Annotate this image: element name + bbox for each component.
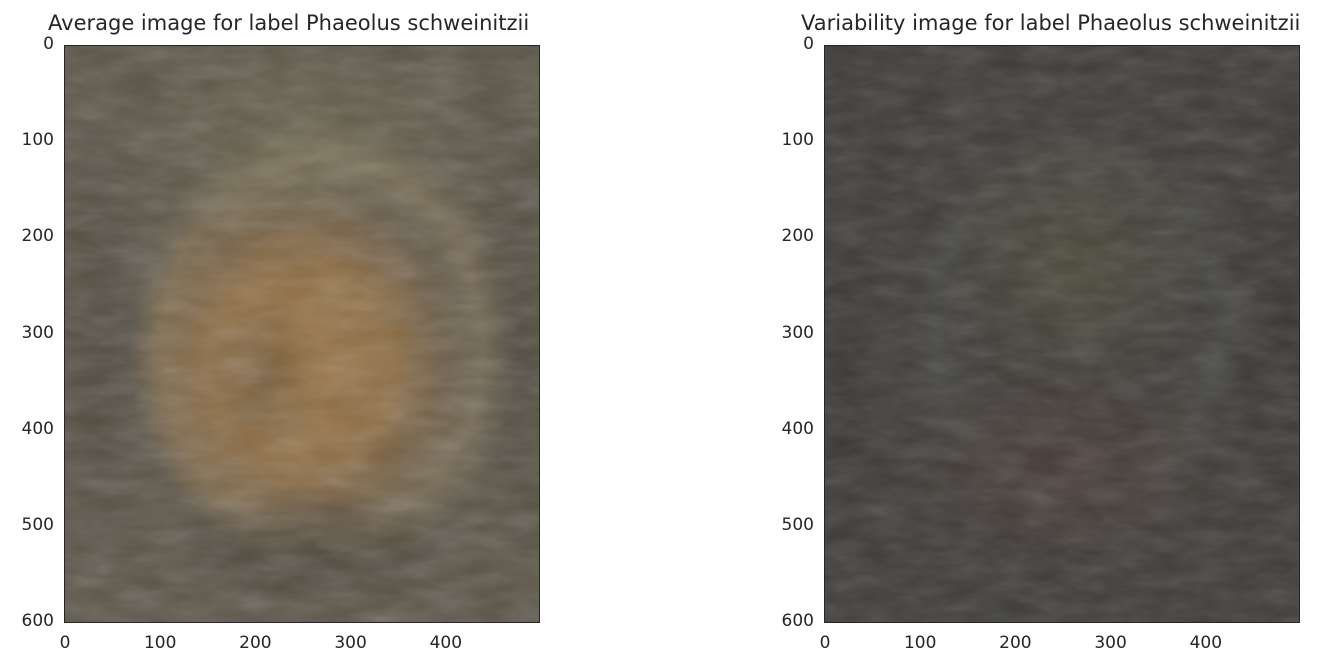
y-tick-label: 300	[21, 322, 54, 343]
y-tick-label: 0	[803, 34, 814, 54]
x-tick-label: 200	[999, 633, 1032, 653]
y-tick-label: 200	[781, 226, 814, 247]
x-tick-label: 100	[143, 633, 177, 653]
chart-title: Variability image for label Phaeolus sch…	[801, 11, 1301, 35]
y-tick-label: 600	[781, 611, 814, 631]
x-tick-label: 400	[429, 633, 463, 653]
y-tick-label: 500	[781, 514, 814, 535]
y-tick-label: 400	[781, 418, 814, 439]
y-tick-label: 0	[43, 34, 54, 54]
y-tick-label: 600	[21, 611, 54, 631]
y-tick-label: 400	[21, 418, 54, 439]
y-tick-label: 100	[21, 130, 54, 151]
variability-image	[825, 46, 1299, 622]
x-tick-label: 300	[334, 633, 367, 653]
x-tick-label: 200	[239, 633, 272, 653]
y-tick-label: 200	[21, 226, 54, 247]
image-frame	[64, 45, 540, 623]
x-tick-label: 100	[903, 633, 937, 653]
average-image	[65, 46, 539, 622]
image-frame	[824, 45, 1300, 623]
x-tick-label: 0	[59, 633, 71, 653]
x-tick-label: 400	[1189, 633, 1223, 653]
chart-title: Average image for label Phaeolus schwein…	[48, 11, 530, 35]
y-tick-label: 500	[21, 514, 54, 535]
x-tick-label: 0	[819, 633, 831, 653]
x-tick-label: 300	[1094, 633, 1127, 653]
y-tick-label: 100	[781, 130, 814, 151]
y-tick-label: 300	[781, 322, 814, 343]
